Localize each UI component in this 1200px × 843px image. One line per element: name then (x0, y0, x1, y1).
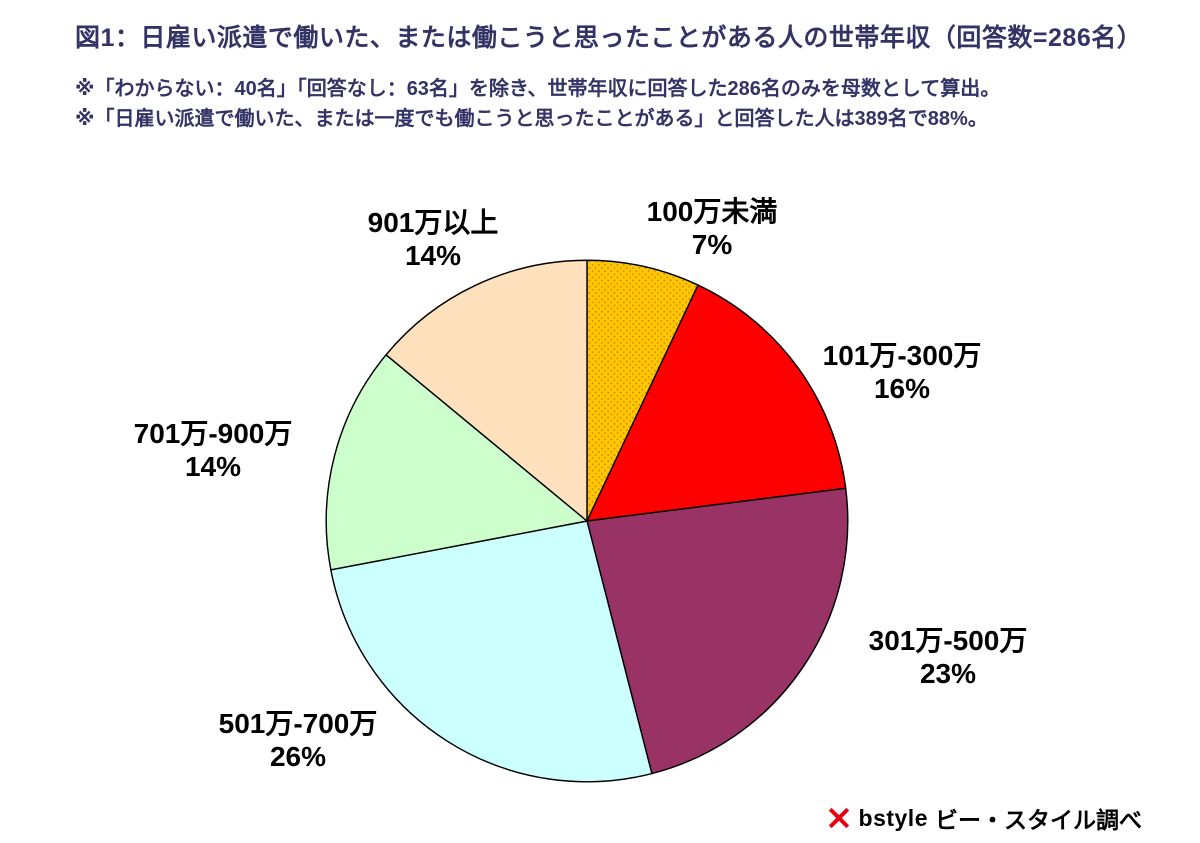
brand-name: bstyle (858, 804, 928, 831)
slice-percent: 23% (919, 658, 977, 689)
chart-title: 図1：日雇い派遣で働いた、または働こうと思ったことがある人の世帯年収（回答数=2… (75, 24, 1143, 52)
slice-label-301-500: 301万-500万 23% (869, 624, 1028, 690)
slice-name: 100万未満 (646, 195, 778, 227)
slice-percent: 16% (873, 373, 931, 404)
slice-label-under-100: 100万未満 7% (647, 195, 778, 261)
slice-percent: 7% (691, 229, 733, 260)
slice-percent: 14% (404, 240, 462, 271)
slice-label-501-700: 501万-700万 26% (219, 707, 378, 773)
slice-name: 501万-700万 (218, 707, 378, 739)
pie-slice-3 (330, 520, 653, 783)
slice-name: 301万-500万 (868, 624, 1028, 656)
pie-slice-1 (586, 284, 847, 522)
slice-percent: 26% (269, 741, 327, 772)
note-line-2: ※「日雇い派遣で働いた、または一度でも働こうと思ったことがある」と回答した人は3… (75, 108, 988, 130)
slice-label-over-901: 901万以上 14% (368, 206, 499, 272)
slice-name: 101万-300万 (822, 339, 982, 371)
note-line-1: ※「わからない：40名」「回答なし：63名」を除き、世帯年収に回答した286名の… (75, 78, 1001, 100)
pie-slice-2 (586, 487, 849, 775)
pie-slice-0 (586, 259, 699, 522)
slice-label-701-900: 701万-900万 14% (134, 417, 293, 483)
bstyle-pinwheel-icon (828, 807, 849, 829)
chart-notes: ※「わからない：40名」「回答なし：63名」を除き、世帯年収に回答した286名の… (75, 74, 1175, 134)
slice-name: 901万以上 (367, 206, 499, 238)
slice-percent: 14% (184, 451, 242, 482)
slice-label-101-300: 101万-300万 16% (823, 339, 982, 405)
pie-chart (325, 259, 849, 783)
slice-name: 701万-900万 (133, 417, 293, 449)
source-attribution: bstyle ビー・スタイル調べ (826, 801, 1142, 835)
source-text: ビー・スタイル調べ (935, 807, 1142, 833)
pie-slice-4 (325, 354, 588, 571)
pie-slice-5 (385, 259, 588, 522)
